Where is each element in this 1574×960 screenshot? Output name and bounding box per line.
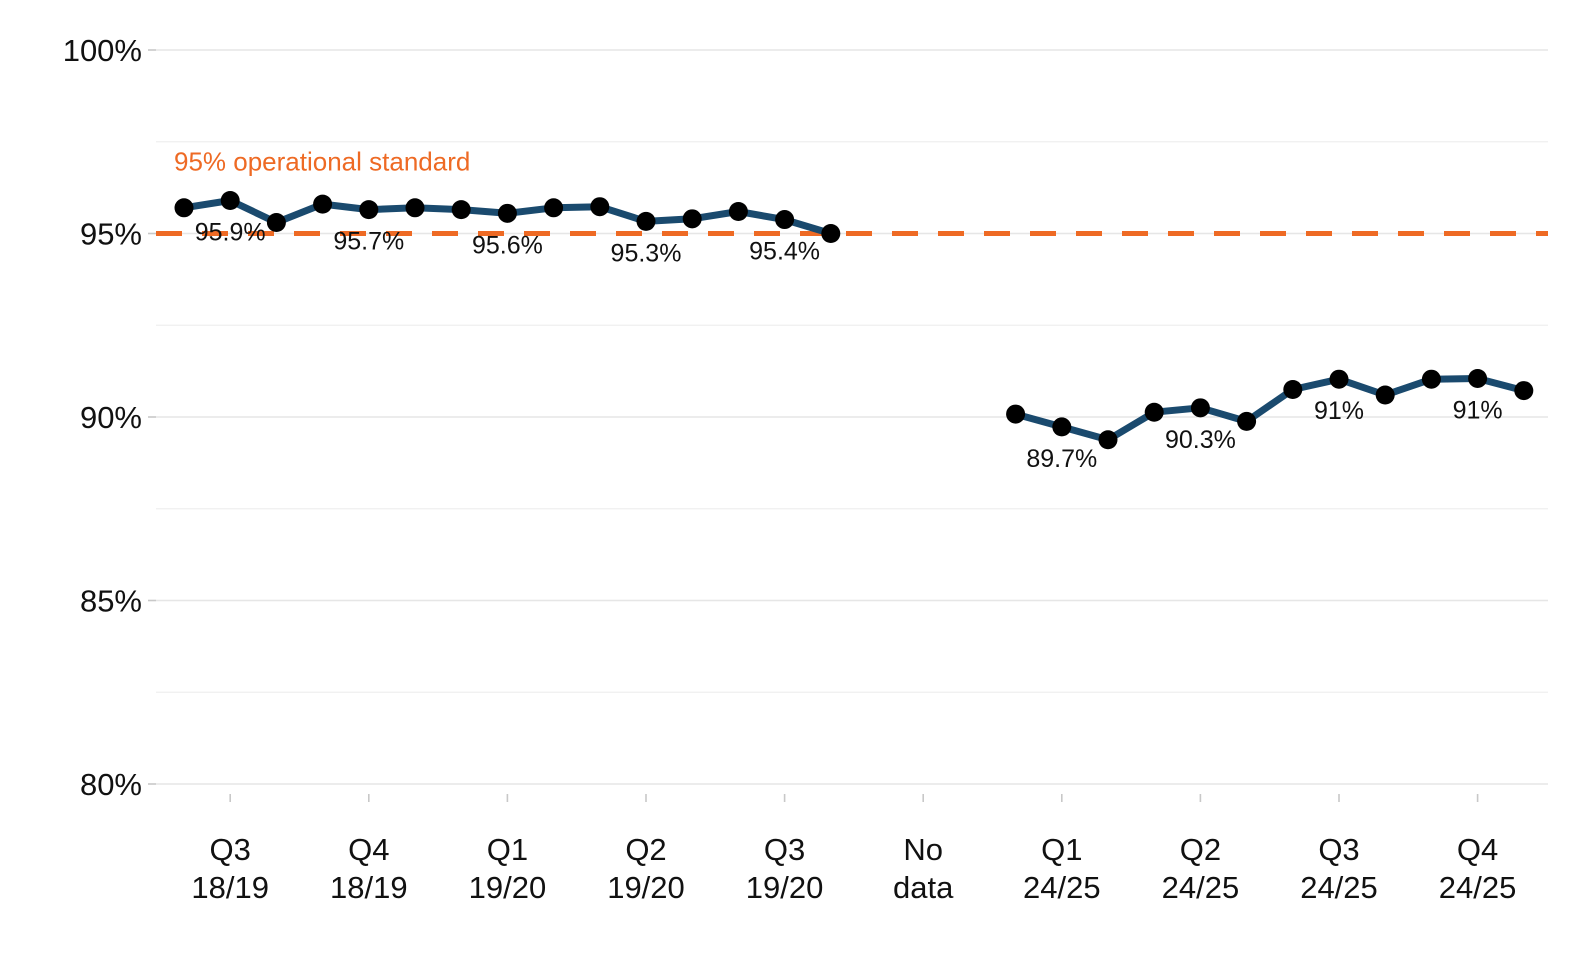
x-tick-label-line: 18/19	[191, 870, 269, 905]
data-point	[497, 203, 517, 223]
data-label: 95.7%	[333, 228, 404, 256]
y-tick-label: 95%	[80, 217, 142, 252]
y-tick-label: 90%	[80, 400, 142, 435]
data-point	[1190, 398, 1210, 418]
data-point	[590, 197, 610, 217]
x-tick-label: Q4 24/25	[1439, 832, 1517, 905]
data-label: 91%	[1453, 396, 1503, 424]
x-tick-label-line: 24/25	[1300, 870, 1378, 905]
x-tick-label-line: 24/25	[1162, 870, 1240, 905]
x-tick-label-line: 18/19	[330, 870, 408, 905]
x-tick-label: Q2 19/20	[607, 832, 685, 905]
data-labels: 95.9% 95.7% 95.6% 95.3% 95.4% 89.7% 90.3% 91% 91…	[195, 218, 1503, 472]
data-point	[174, 198, 194, 218]
data-point	[1283, 379, 1303, 399]
x-tick-label-line: Q2	[1180, 832, 1221, 867]
x-tick-label: Q3 24/25	[1300, 832, 1378, 905]
data-point	[359, 200, 379, 220]
y-axis: 80% 85% 90% 95% 100%	[63, 33, 156, 802]
data-label: 89.7%	[1026, 445, 1097, 473]
data-point	[1237, 411, 1257, 431]
x-tick-label: Q3 18/19	[191, 832, 269, 905]
y-tick-label: 100%	[63, 33, 142, 68]
x-tick-label-line: 19/20	[746, 870, 824, 905]
data-point	[775, 210, 795, 230]
x-tick-label-line: 24/25	[1023, 870, 1101, 905]
x-tick-label: No data	[893, 832, 954, 905]
x-tick-label-line: Q3	[764, 832, 805, 867]
x-tick-label-line: Q1	[1041, 832, 1082, 867]
data-point	[220, 190, 240, 210]
data-point	[405, 198, 425, 218]
data-point	[682, 209, 702, 229]
x-tick-label-line: data	[893, 870, 954, 905]
data-point	[1375, 385, 1395, 405]
x-tick-label: Q2 24/25	[1162, 832, 1240, 905]
data-point	[1514, 381, 1534, 401]
data-point	[451, 200, 471, 220]
data-point	[266, 212, 286, 232]
data-label: 91%	[1314, 397, 1364, 425]
data-label: 90.3%	[1165, 426, 1236, 454]
reference-line-group: 95% operational standard	[156, 147, 1548, 236]
x-tick-label-line: Q3	[210, 832, 251, 867]
data-point	[544, 198, 564, 218]
x-tick-label-line: No	[903, 832, 943, 867]
x-tick-label-line: Q3	[1318, 832, 1359, 867]
data-point	[821, 224, 841, 243]
data-point	[1006, 404, 1026, 424]
data-point	[1421, 369, 1441, 389]
data-label: 95.9%	[195, 218, 266, 246]
x-tick-label-line: 19/20	[469, 870, 547, 905]
y-tick-label: 80%	[80, 767, 142, 802]
x-tick-label: Q3 19/20	[746, 832, 824, 905]
data-point	[1329, 369, 1349, 389]
data-point	[1052, 417, 1072, 437]
data-point	[728, 201, 748, 221]
x-tick-label-line: 19/20	[607, 870, 685, 905]
x-tick-label: Q1 24/25	[1023, 832, 1101, 905]
y-tick-label: 85%	[80, 584, 142, 619]
data-label: 95.6%	[472, 231, 543, 259]
x-tick-label-line: 24/25	[1439, 870, 1517, 905]
x-tick-label: Q4 18/19	[330, 832, 408, 905]
x-tick-label-line: Q1	[487, 832, 528, 867]
data-point	[1468, 368, 1488, 388]
series-waiting-performance	[174, 190, 1534, 450]
x-tick-label-line: Q4	[1457, 832, 1498, 867]
data-point	[313, 194, 333, 214]
data-label: 95.3%	[611, 239, 682, 267]
x-tick-label-line: Q2	[625, 832, 666, 867]
data-point	[636, 211, 656, 231]
series-line-segment	[1012, 375, 1528, 444]
operational-standard-label: 95% operational standard	[174, 147, 470, 177]
x-tick-label-line: Q4	[348, 832, 389, 867]
data-point	[1144, 402, 1164, 422]
data-label: 95.4%	[749, 238, 820, 266]
data-point	[1098, 430, 1118, 450]
x-tick-label: Q1 19/20	[469, 832, 547, 905]
